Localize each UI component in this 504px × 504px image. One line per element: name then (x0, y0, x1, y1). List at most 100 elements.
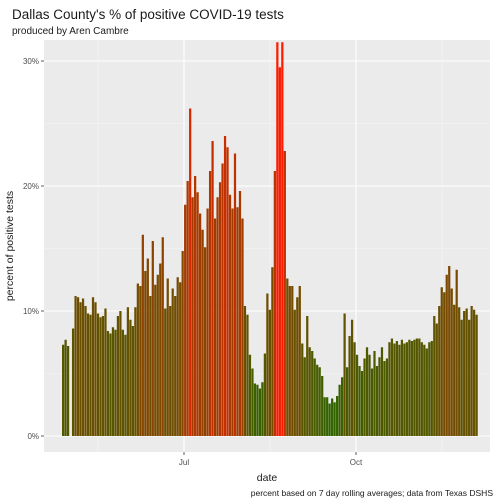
bar (121, 329, 125, 436)
bar (440, 287, 443, 436)
bar (273, 171, 276, 436)
bar (433, 316, 436, 436)
bar (246, 314, 249, 436)
bar (345, 367, 349, 436)
bar (189, 108, 192, 436)
bar (74, 296, 77, 436)
bar (358, 366, 361, 436)
bar (166, 278, 169, 436)
bar (91, 297, 95, 436)
bar (64, 339, 67, 436)
bar (448, 266, 451, 436)
bar (221, 163, 224, 436)
bar (445, 274, 448, 436)
y-tick-label: 30% (23, 57, 39, 66)
bar (430, 341, 433, 436)
bar-series (62, 42, 478, 436)
x-axis: Jul Oct (179, 452, 363, 467)
bar (415, 338, 418, 436)
bar (109, 333, 112, 436)
bar (256, 384, 259, 436)
bar (375, 366, 379, 436)
bar (306, 316, 309, 436)
bar (116, 316, 120, 436)
bar (370, 368, 374, 436)
bar (104, 308, 107, 436)
x-axis-title: date (257, 472, 278, 484)
bar (450, 288, 453, 436)
bar (154, 284, 157, 436)
bar (248, 354, 252, 436)
bar (251, 368, 254, 436)
bar (336, 396, 339, 436)
bar (348, 336, 351, 436)
bar (291, 286, 294, 436)
bar (79, 302, 82, 436)
bar (463, 311, 466, 436)
bar (443, 292, 446, 436)
bar (261, 382, 264, 436)
bar (403, 343, 406, 436)
bar (378, 357, 381, 436)
bar (388, 342, 391, 436)
bar (96, 313, 100, 436)
bar (318, 367, 321, 436)
bar (218, 182, 222, 436)
bar (71, 328, 75, 436)
bar (425, 348, 428, 436)
bar (420, 342, 423, 436)
bar (119, 311, 122, 436)
bar (410, 341, 413, 436)
bar (313, 358, 316, 436)
bar (298, 286, 301, 436)
bar (455, 269, 458, 436)
bar (316, 364, 319, 436)
bar (363, 358, 366, 436)
bar (473, 309, 476, 436)
bar (176, 277, 179, 436)
bar (355, 354, 359, 436)
bar (470, 306, 473, 436)
bar (400, 339, 404, 436)
chart-caption: percent based on 7 day rolling averages;… (251, 488, 494, 498)
bar (343, 313, 346, 436)
bar (271, 267, 274, 436)
bar (144, 271, 147, 436)
bar (338, 384, 341, 436)
bar (385, 358, 389, 436)
bar (211, 141, 214, 436)
bar (134, 307, 137, 436)
y-tick-label: 0% (27, 432, 39, 441)
bar (194, 176, 197, 436)
bar (365, 347, 369, 436)
bar (293, 309, 296, 436)
bar (76, 297, 80, 436)
bar (206, 208, 209, 436)
bar (114, 329, 117, 436)
bar (81, 298, 85, 436)
bar (475, 314, 478, 436)
bar (226, 147, 229, 436)
bar (276, 42, 279, 436)
bar (191, 197, 194, 436)
bar (333, 402, 336, 436)
bar (458, 307, 461, 436)
bar (111, 327, 115, 436)
bar (156, 274, 159, 436)
bar (368, 354, 371, 436)
bar (213, 218, 217, 436)
bar (159, 263, 162, 436)
bar (405, 342, 408, 436)
bar (323, 397, 326, 436)
bar (223, 136, 227, 436)
bar (296, 297, 299, 436)
bar (393, 343, 396, 436)
bar (161, 237, 164, 436)
y-axis: 0% 10% 20% 30% (23, 57, 44, 441)
bar (129, 319, 132, 436)
bar (423, 344, 426, 436)
bar (453, 304, 456, 436)
bar (331, 398, 334, 436)
bar (231, 208, 234, 436)
